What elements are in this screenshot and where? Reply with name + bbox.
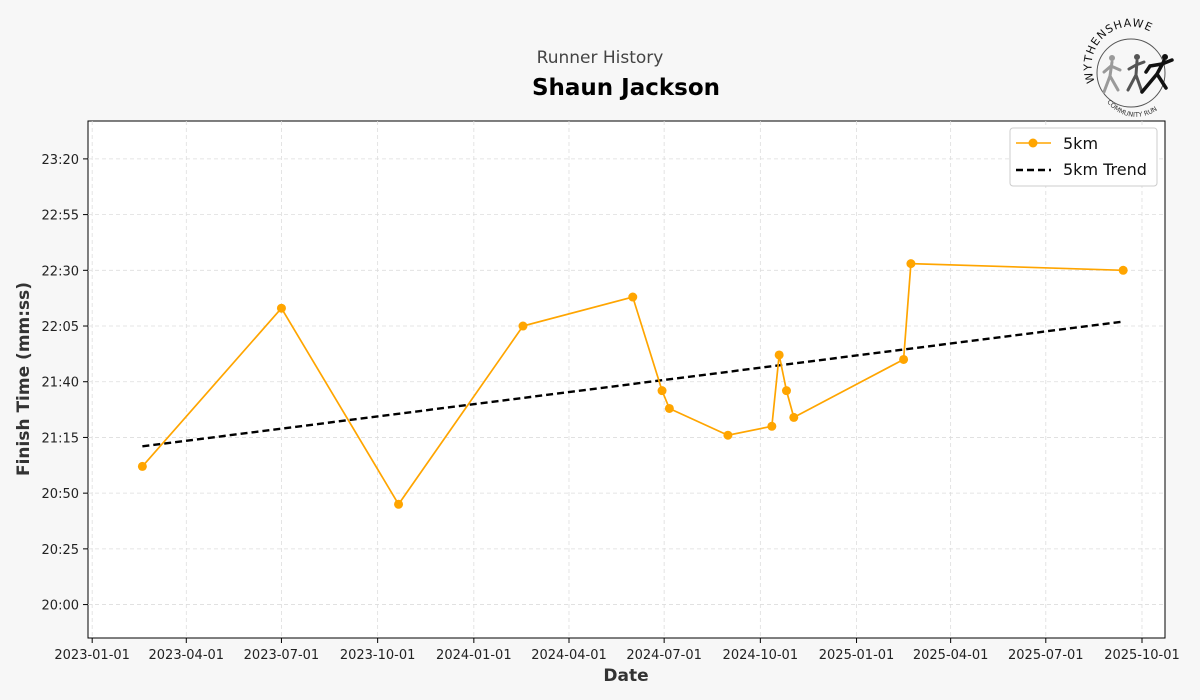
y-axis-label: Finish Time (mm:ss) — [14, 282, 34, 476]
data-point — [518, 321, 528, 331]
data-point — [276, 303, 286, 313]
y-tick-label: 20:50 — [42, 487, 79, 502]
data-point — [394, 499, 404, 509]
y-tick-label: 22:55 — [42, 209, 79, 224]
data-point — [789, 412, 799, 422]
y-tick-label: 22:05 — [42, 320, 79, 335]
series — [137, 259, 1128, 509]
data-point — [899, 354, 909, 364]
y-tick-label: 21:15 — [42, 431, 79, 446]
x-axis-ticks: 2023-01-01 2023-04-01 2023-07-01 2023-10-01… — [54, 638, 1180, 663]
x-tick-label: 2025-10-01 — [1104, 648, 1180, 663]
chart-subtitle: Runner History — [537, 48, 664, 68]
data-point — [137, 461, 147, 471]
data-point — [664, 403, 674, 413]
x-tick-label: 2023-04-01 — [149, 648, 225, 663]
data-point — [906, 259, 916, 269]
logo: WYTHENSHAWE COMMUNITY RUN — [1082, 16, 1174, 119]
legend-trend-label: 5km Trend — [1063, 160, 1147, 179]
logo-arc-text: WYTHENSHAWE — [1082, 16, 1155, 84]
y-axis-ticks: 20:00 20:25 20:50 21:15 21:40 22:05 22:30 22:55… — [42, 153, 88, 614]
x-tick-label: 2024-01-01 — [436, 648, 512, 663]
data-point — [657, 386, 667, 396]
x-tick-label: 2025-07-01 — [1008, 648, 1084, 663]
x-axis-label: Date — [603, 666, 648, 686]
y-tick-label: 20:00 — [42, 599, 79, 614]
y-tick-label: 23:20 — [42, 153, 79, 168]
x-tick-label: 2024-10-01 — [723, 648, 799, 663]
data-point — [1118, 265, 1128, 275]
x-tick-label: 2025-01-01 — [819, 648, 895, 663]
y-tick-label: 21:40 — [42, 376, 79, 391]
data-point — [767, 421, 777, 431]
x-tick-label: 2023-01-01 — [54, 648, 130, 663]
data-point — [774, 350, 784, 360]
logo-ring — [1096, 38, 1166, 108]
chart-title: Shaun Jackson — [532, 75, 720, 101]
grid — [88, 121, 1165, 638]
x-tick-label: 2023-10-01 — [340, 648, 416, 663]
x-tick-label: 2025-04-01 — [913, 648, 989, 663]
x-tick-label: 2024-04-01 — [531, 648, 607, 663]
data-point — [723, 430, 733, 440]
y-tick-label: 20:25 — [42, 543, 79, 558]
legend-5km-marker — [1028, 138, 1038, 148]
legend: 5km 5km Trend — [1009, 127, 1158, 187]
plot-area — [87, 120, 1166, 639]
y-tick-label: 22:30 — [42, 264, 79, 279]
x-tick-label: 2024-07-01 — [626, 648, 702, 663]
data-point — [781, 386, 791, 396]
x-tick-label: 2023-07-01 — [244, 648, 320, 663]
runner-silhouettes-icon — [1102, 54, 1174, 94]
data-point — [628, 292, 638, 302]
legend-5km-label: 5km — [1063, 134, 1098, 153]
